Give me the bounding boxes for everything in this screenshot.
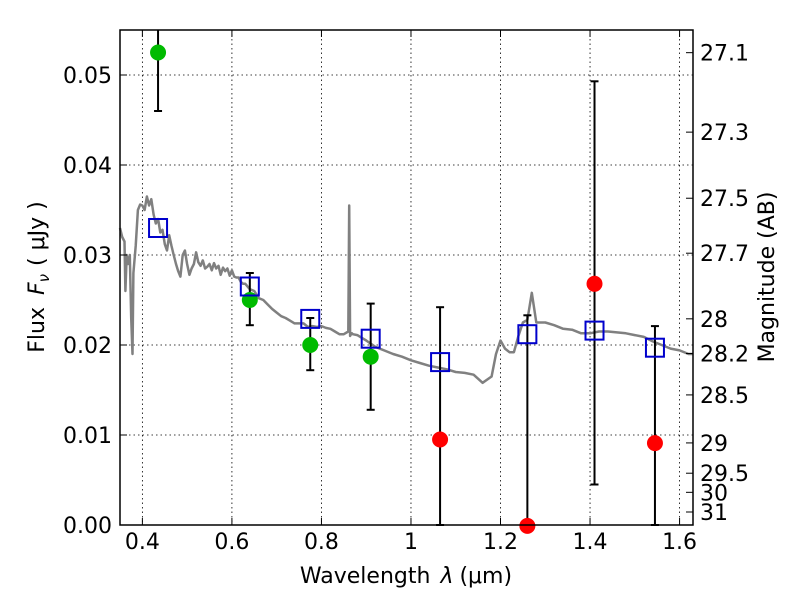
- data-point: [519, 517, 536, 534]
- data-point: [302, 337, 319, 353]
- model-photometry-point: [300, 308, 321, 329]
- x-tick-label: 1.4: [573, 530, 608, 555]
- x-tick-label: 0.4: [125, 530, 160, 555]
- y-tick-label: 0.03: [63, 244, 112, 269]
- x-tick-label: 0.8: [304, 530, 339, 555]
- data-markers: [148, 44, 665, 534]
- y-tick-label: 0.00: [63, 514, 112, 539]
- y-axis-label: FluxFν( μJy ): [25, 201, 53, 352]
- model-photometry-point: [430, 352, 451, 373]
- data-point: [150, 44, 167, 61]
- y-tick-label: 0.01: [63, 424, 112, 449]
- data-point: [432, 431, 449, 448]
- mag-tick-label: 28: [700, 308, 728, 333]
- mag-tick-label: 27.5: [700, 187, 749, 212]
- mag-tick-label: 29.5: [700, 462, 749, 487]
- x-tick-label: 0.6: [214, 530, 249, 555]
- model-photometry-point: [148, 218, 169, 238]
- y-axis-right-label: Magnitude (AB): [755, 192, 780, 363]
- mag-tick-label: 27.1: [700, 42, 749, 67]
- model-photometry-point: [644, 337, 665, 358]
- data-point: [586, 275, 603, 292]
- data-point: [646, 435, 663, 452]
- axis-ticks: [120, 30, 693, 526]
- mag-tick-label: 27.3: [700, 121, 749, 146]
- x-tick-labels: 0.4 0.6 0.8 1 1.2 1.4 1.6: [125, 530, 697, 555]
- model-photometry-point: [517, 324, 538, 345]
- model-photometry-point: [584, 320, 605, 341]
- model-photometry-point: [239, 276, 260, 297]
- y-tick-label: 0.02: [63, 334, 112, 359]
- plot-frame: [119, 29, 694, 526]
- y-tick-label: 0.04: [63, 154, 112, 179]
- x-tick-label: 1.6: [662, 530, 697, 555]
- mag-tick-label: 28.2: [700, 343, 749, 368]
- grid-lines: [120, 30, 693, 526]
- data-point: [362, 348, 379, 365]
- mag-tick-label: 29: [700, 432, 728, 457]
- mag-tick-label: 27.7: [700, 242, 749, 267]
- y-tick-label: 0.05: [63, 64, 112, 89]
- x-tick-label: 1.2: [483, 530, 518, 555]
- plot-area: [120, 30, 693, 525]
- mag-tick-label: 31: [700, 501, 728, 526]
- model-photometry-point: [360, 328, 381, 349]
- y-tick-labels: 0.00 0.01 0.02 0.03 0.04 0.05: [63, 64, 112, 539]
- x-axis-label: Wavelength λ (μm): [300, 564, 512, 589]
- x-tick-label: 1: [404, 530, 418, 555]
- mag-tick-label: 30: [700, 481, 728, 506]
- mag-tick-label: 28.5: [700, 384, 749, 409]
